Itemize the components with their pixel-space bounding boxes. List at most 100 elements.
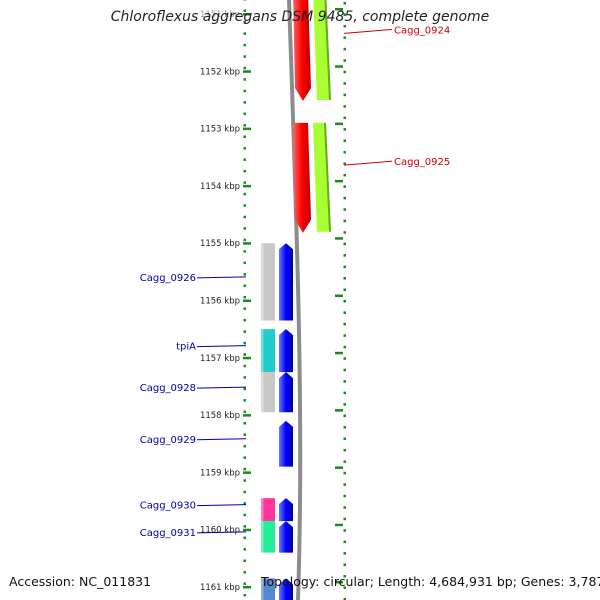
minor-tick-left	[243, 490, 246, 494]
major-tick-left	[243, 70, 251, 73]
minor-tick-left	[243, 444, 246, 448]
gene-label: Cagg_0925	[394, 157, 450, 168]
minor-tick-right	[343, 426, 346, 429]
minor-tick-left	[243, 261, 246, 265]
minor-tick-left	[243, 536, 246, 540]
minor-tick-right	[343, 36, 346, 39]
minor-tick-right	[343, 345, 346, 349]
minor-tick-left	[243, 204, 246, 207]
minor-tick-right	[343, 322, 346, 326]
gene-label: Cagg_0931	[140, 528, 196, 539]
gene-label-leader	[196, 438, 247, 441]
minor-tick-right	[343, 173, 346, 177]
kbp-tick-label: 1153 kbp	[200, 125, 240, 135]
minor-tick-left	[243, 307, 246, 310]
minor-tick-right	[343, 139, 346, 143]
major-tick-left	[243, 299, 251, 302]
minor-tick-right	[343, 128, 346, 131]
minor-tick-right	[343, 299, 346, 303]
major-tick-right	[335, 581, 343, 584]
backbone	[287, 0, 303, 600]
minor-tick-right	[343, 575, 346, 578]
minor-tick-right	[343, 242, 346, 246]
minor-tick-right	[343, 357, 346, 360]
minor-tick-left	[243, 571, 246, 574]
minor-tick-right	[343, 563, 346, 567]
minor-tick-left	[243, 295, 246, 299]
minor-tick-right	[343, 70, 346, 74]
major-tick-right	[335, 179, 343, 183]
gene-label: Cagg_0924	[394, 25, 450, 36]
minor-tick-left	[243, 20, 246, 24]
kbp-scale: 1151 kbp 1152 kbp 1153 kbp 1154 kbp 1155 kbp…	[200, 0, 346, 600]
gene-label: Cagg_0930	[140, 501, 196, 512]
minor-tick-left	[243, 169, 246, 173]
minor-tick-left	[243, 43, 246, 47]
cds-block	[261, 329, 275, 373]
minor-tick-right	[343, 517, 346, 521]
gene-label: Cagg_0926	[140, 273, 196, 284]
minor-tick-right	[343, 334, 346, 337]
minor-tick-right	[343, 471, 346, 475]
backbone-arc	[287, 0, 303, 600]
minor-tick-right	[343, 24, 346, 28]
major-tick-left	[243, 586, 251, 589]
cds-block	[261, 372, 275, 413]
minor-tick-right	[343, 380, 346, 383]
minor-tick-right	[343, 254, 346, 257]
minor-tick-right	[343, 93, 346, 97]
cds-block-highlight	[261, 578, 264, 600]
cds-block-highlight	[261, 521, 264, 553]
minor-tick-right	[343, 13, 346, 16]
accession-text: Accession: NC_011831	[9, 574, 152, 589]
minor-tick-right	[343, 82, 346, 85]
major-tick-left	[243, 414, 251, 417]
major-tick-right	[335, 523, 343, 527]
minor-tick-left	[243, 513, 246, 517]
minor-tick-left	[243, 112, 246, 116]
kbp-tick-label: 1154 kbp	[200, 182, 240, 192]
minor-tick-left	[243, 341, 246, 345]
cds-block-edge	[324, 122, 331, 232]
minor-tick-left	[243, 158, 246, 161]
minor-tick-right	[343, 414, 346, 418]
minor-tick-left	[243, 9, 246, 12]
minor-tick-right	[343, 586, 346, 589]
minor-tick-right	[343, 162, 346, 165]
minor-tick-right	[343, 150, 346, 154]
minor-tick-right	[343, 368, 346, 372]
major-tick-left	[243, 471, 251, 474]
minor-tick-left	[243, 479, 246, 482]
minor-tick-right	[343, 288, 346, 291]
major-tick-right	[335, 122, 343, 126]
reverse-gene-arrow	[293, 0, 311, 101]
minor-tick-left	[243, 330, 246, 333]
minor-tick-right	[343, 277, 346, 280]
genome-stats-text: Topology: circular; Length: 4,684,931 bp…	[261, 574, 600, 589]
minor-tick-left	[243, 227, 246, 230]
minor-tick-right	[343, 506, 346, 509]
kbp-tick-label: 1151 kbp	[200, 10, 240, 20]
cds-block	[261, 521, 275, 553]
minor-tick-left	[243, 89, 246, 93]
minor-tick-left	[243, 422, 246, 425]
minor-tick-right	[343, 494, 346, 498]
major-tick-right	[335, 466, 343, 469]
minor-tick-right	[343, 208, 346, 211]
minor-tick-left	[243, 181, 246, 184]
minor-tick-left	[243, 525, 246, 528]
minor-tick-left	[243, 559, 246, 563]
forward-gene-arrow	[279, 420, 293, 467]
gene-label: Cagg_0929	[140, 435, 196, 446]
minor-tick-right	[343, 311, 346, 314]
kbp-tick-label: 1160 kbp	[200, 526, 240, 536]
major-tick-right	[335, 8, 343, 11]
minor-tick-right	[343, 105, 346, 108]
minor-tick-right	[343, 231, 346, 234]
minor-tick-left	[243, 238, 246, 242]
minor-tick-left	[243, 66, 246, 70]
minor-tick-left	[243, 364, 246, 368]
gene-label: Cagg_0928	[140, 383, 196, 394]
minor-tick-left	[243, 467, 246, 471]
